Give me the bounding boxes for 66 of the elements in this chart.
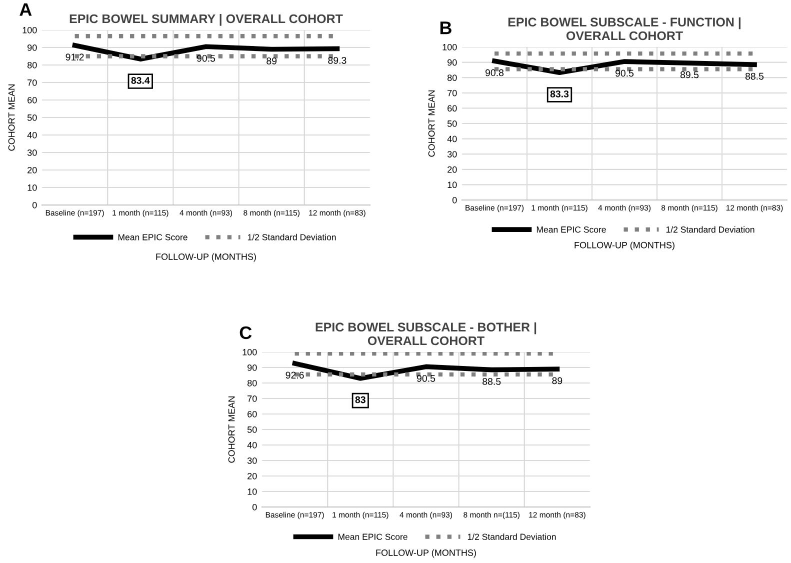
- y-tick-label: 50: [447, 120, 457, 127]
- chart-title: EPIC BOWEL SUMMARY | OVERALL COHORT: [70, 14, 343, 26]
- data-label: 90.5: [416, 374, 436, 382]
- x-axis-title: FOLLOW-UP (MONTHS): [574, 242, 674, 250]
- y-tick-label: 90: [28, 44, 37, 51]
- y-axis-title: COHORT MEAN: [8, 84, 15, 151]
- y-tick-label: 30: [247, 457, 257, 464]
- data-label: 91.2: [66, 54, 84, 61]
- y-tick-label: 90: [448, 59, 457, 66]
- data-label: 89: [552, 377, 562, 384]
- y-tick-label: 20: [28, 166, 37, 174]
- x-axis-title: FOLLOW-UP (MONTHS): [376, 549, 476, 558]
- y-tick-label: 100: [242, 348, 257, 356]
- data-label: 89: [266, 57, 277, 64]
- text: C: [240, 326, 252, 340]
- x-axis-title: FOLLOW-UP (MONTHS): [156, 253, 256, 262]
- y-tick-label: 40: [27, 132, 37, 138]
- data-label: 88.5: [745, 72, 764, 80]
- y-axis-title: COHORT MEAN: [428, 90, 435, 157]
- data-label: 89.5: [680, 71, 699, 78]
- legend-label: Mean EPIC Score: [338, 534, 408, 540]
- y-tick-label: 80: [27, 62, 37, 68]
- data-label: 89.3: [328, 56, 346, 64]
- legend-label: 1/2 Standard Deviation: [666, 226, 754, 233]
- data-label: 92.6: [286, 372, 304, 379]
- y-tick-label: 30: [447, 151, 457, 158]
- data-label: 83.4: [131, 76, 150, 84]
- y-tick-label: 10: [448, 182, 457, 188]
- y-tick-label: 20: [448, 166, 457, 173]
- y-tick-label: 100: [22, 26, 37, 34]
- legend-label: Mean EPIC Score: [536, 226, 606, 233]
- data-label: 90.5: [615, 70, 634, 77]
- y-tick-label: 40: [447, 136, 457, 142]
- y-tick-label: 0: [252, 504, 257, 510]
- chart-title: EPIC BOWEL SUBSCALE - FUNCTION | OVERALL COHORT: [508, 17, 740, 40]
- y-tick-label: 80: [247, 380, 257, 386]
- y-tick-label: 50: [27, 114, 37, 121]
- y-tick-label: 70: [448, 90, 457, 96]
- y-tick-label: 60: [28, 96, 37, 104]
- data-label: 83: [355, 396, 366, 404]
- y-tick-label: 60: [248, 410, 257, 418]
- legend-label: 1/2 Standard Deviation: [248, 234, 336, 240]
- y-tick-label: 10: [248, 488, 257, 495]
- y-tick-label: 70: [28, 79, 37, 86]
- y-tick-label: 10: [28, 184, 37, 191]
- legend-label: Mean EPIC Score: [118, 234, 188, 240]
- y-tick-label: 70: [248, 395, 257, 402]
- text: B: [440, 22, 452, 34]
- y-axis-title: COHORT MEAN: [228, 396, 235, 463]
- y-tick-label: 0: [452, 196, 457, 204]
- y-tick-label: 40: [247, 442, 257, 448]
- y-tick-label: 80: [447, 74, 457, 81]
- data-label: 83.3: [550, 90, 569, 98]
- data-label: 88.5: [482, 378, 501, 385]
- chart-title: EPIC BOWEL SUBSCALE - BOTHER | OVERALL COHORT: [316, 322, 536, 346]
- legend-label: 1/2 Standard Deviation: [468, 533, 556, 540]
- y-tick-label: 50: [247, 426, 257, 433]
- y-tick-label: 20: [248, 472, 257, 480]
- y-tick-label: 100: [442, 44, 457, 50]
- y-tick-label: 0: [32, 202, 37, 208]
- data-label: 90.8: [485, 69, 504, 76]
- text: A: [20, 3, 32, 16]
- data-label: 90.5: [196, 54, 216, 62]
- y-tick-label: 30: [27, 149, 37, 156]
- y-tick-label: 90: [248, 364, 257, 371]
- y-tick-label: 60: [448, 105, 457, 112]
